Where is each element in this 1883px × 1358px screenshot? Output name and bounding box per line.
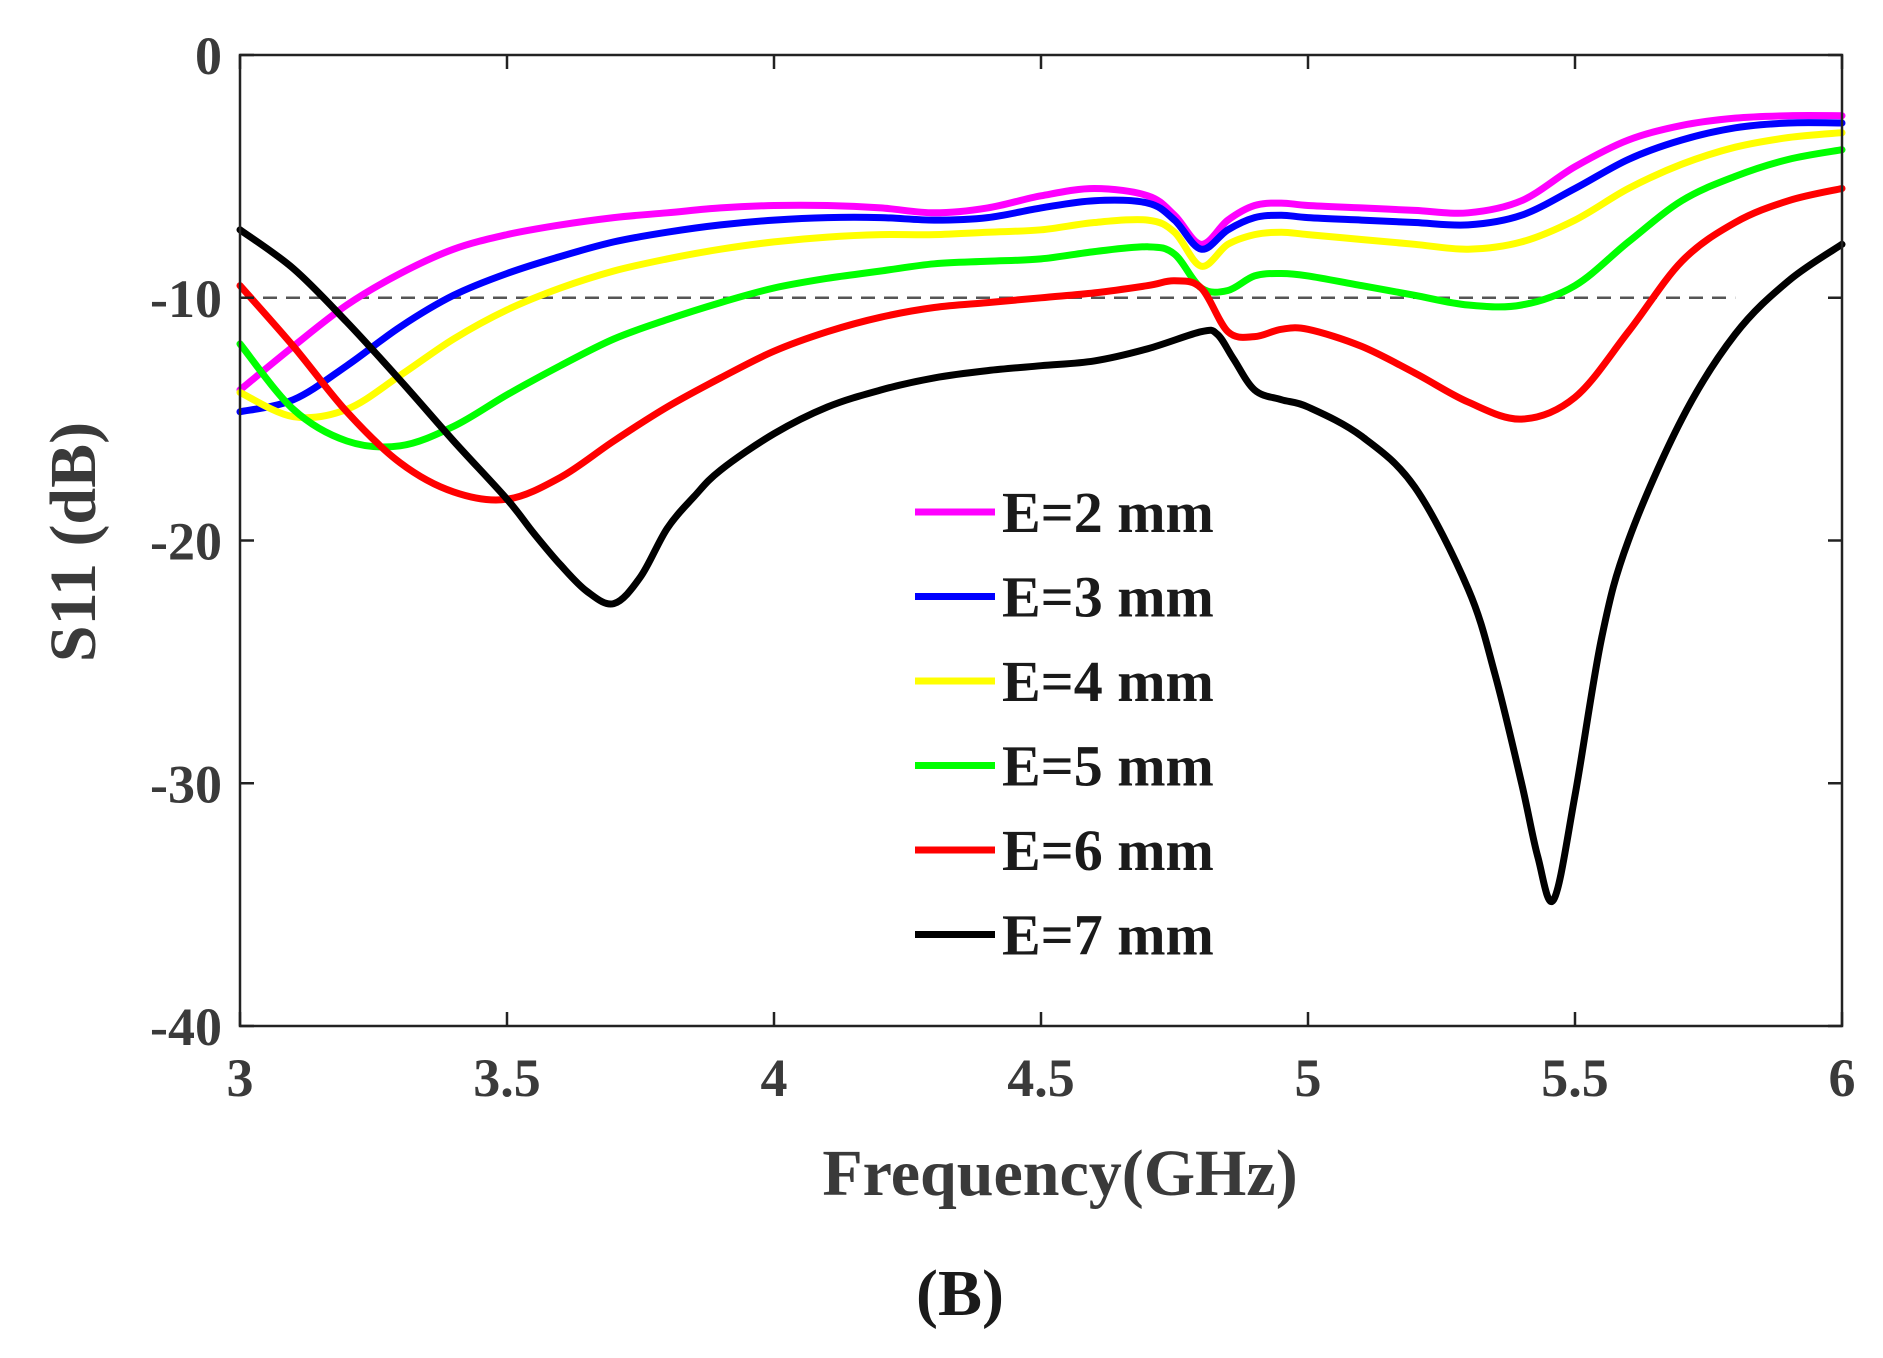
y-tick-label: -10 xyxy=(150,269,222,329)
x-tick-label: 3.5 xyxy=(473,1048,541,1108)
legend-label: E=3 mm xyxy=(1002,565,1214,630)
x-axis-title: Frequency(GHz) xyxy=(822,1137,1297,1210)
series-line-e-3-mm xyxy=(236,119,1846,416)
legend-label: E=6 mm xyxy=(1002,818,1214,883)
legend-label: E=7 mm xyxy=(1002,903,1214,968)
x-tick-label: 4 xyxy=(761,1048,788,1108)
series-line-e-2-mm xyxy=(236,112,1846,394)
y-tick-label: 0 xyxy=(195,26,222,86)
panel-label: (B) xyxy=(916,1257,1004,1330)
y-tick-label: -30 xyxy=(150,754,222,814)
y-tick-label: -20 xyxy=(150,512,222,572)
x-tick-label: 5 xyxy=(1295,1048,1322,1108)
series-line-e-6-mm xyxy=(236,185,1846,504)
x-tick-label: 6 xyxy=(1829,1048,1856,1108)
series-line-e-7-mm xyxy=(236,226,1846,906)
x-tick-label: 3 xyxy=(227,1048,254,1108)
series-layer xyxy=(236,112,1846,906)
y-tick-label: -40 xyxy=(150,997,222,1057)
series-line-e-5-mm xyxy=(236,146,1846,451)
ticks-layer: 3 3.5 4 4.5 5 5.5 6 0 -10 -20 -30 -40 xyxy=(150,26,1855,1108)
legend-label: E=2 mm xyxy=(1002,480,1214,545)
x-tick-label: 4.5 xyxy=(1007,1048,1075,1108)
y-axis-title: S11 (dB) xyxy=(37,422,110,662)
legend-label: E=4 mm xyxy=(1002,649,1214,714)
series-line-e-4-mm xyxy=(236,129,1846,422)
legend: E=2 mm E=3 mm E=4 mm E=5 mm E=6 mm E=7 mm xyxy=(915,480,1214,968)
legend-label: E=5 mm xyxy=(1002,734,1214,799)
x-tick-label: 5.5 xyxy=(1541,1048,1609,1108)
